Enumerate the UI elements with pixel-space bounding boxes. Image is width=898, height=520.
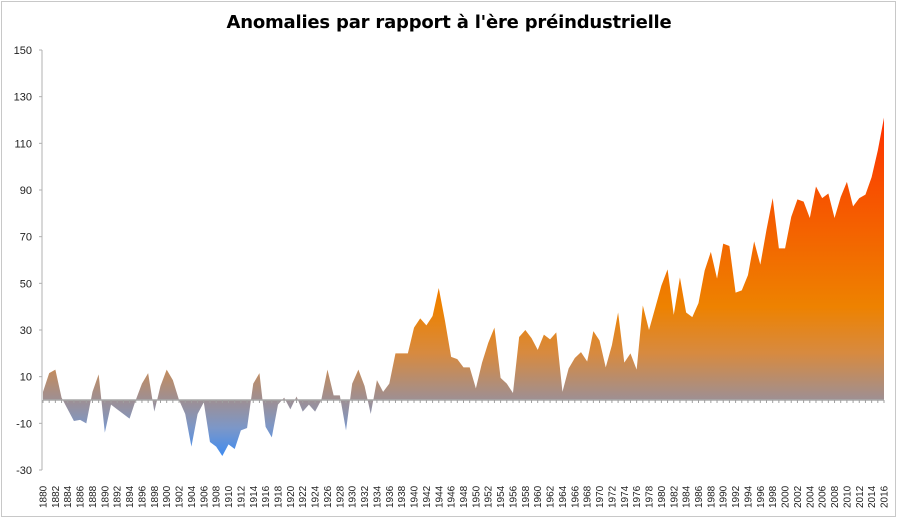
x-tick-label: 1968 bbox=[583, 485, 594, 508]
x-tick-label: 2006 bbox=[818, 485, 829, 508]
x-tick-label: 1904 bbox=[187, 485, 198, 508]
x-tick-label: 1908 bbox=[212, 485, 223, 508]
x-tick-label: 1940 bbox=[410, 485, 421, 508]
x-tick-label: 1912 bbox=[236, 485, 247, 508]
x-tick-label: 1964 bbox=[558, 485, 569, 508]
x-tick-label: 1966 bbox=[570, 485, 581, 508]
y-tick-label: 90 bbox=[20, 185, 32, 197]
x-tick-label: 1920 bbox=[286, 485, 297, 508]
x-tick-label: 1896 bbox=[137, 485, 148, 508]
x-tick-label: 1910 bbox=[224, 485, 235, 508]
x-tick-label: 1984 bbox=[682, 485, 693, 508]
x-tick-label: 1918 bbox=[273, 485, 284, 508]
y-tick-label: 110 bbox=[14, 138, 32, 150]
zero-baseline bbox=[42, 399, 885, 403]
y-tick-label: 150 bbox=[14, 45, 32, 57]
x-tick-label: 1948 bbox=[459, 485, 470, 508]
x-tick-label: 1886 bbox=[76, 485, 87, 508]
x-tick-label: 1916 bbox=[261, 485, 272, 508]
x-tick-label: 1970 bbox=[595, 485, 606, 508]
x-tick-label: 1988 bbox=[706, 485, 717, 508]
x-tick-label: 2002 bbox=[793, 485, 804, 508]
x-tick-label: 1924 bbox=[311, 485, 322, 508]
y-tick-label: 10 bbox=[20, 372, 32, 384]
x-tick-label: 1884 bbox=[63, 485, 74, 508]
x-tick-label: 2012 bbox=[855, 485, 866, 508]
x-tick-label: 1892 bbox=[113, 485, 124, 508]
anomalies-area-series bbox=[43, 117, 884, 457]
x-tick-label: 1974 bbox=[620, 485, 631, 508]
x-tick-label: 1994 bbox=[743, 485, 754, 508]
x-tick-label: 1960 bbox=[533, 485, 544, 508]
y-tick-label: -10 bbox=[16, 418, 32, 430]
x-tick-label: 1938 bbox=[397, 485, 408, 508]
x-tick-label: 1986 bbox=[694, 485, 705, 508]
x-tick-label: 1898 bbox=[150, 485, 161, 508]
x-tick-label: 1976 bbox=[632, 485, 643, 508]
x-tick-label: 2008 bbox=[830, 485, 841, 508]
x-tick-label: 1972 bbox=[607, 485, 618, 508]
x-tick-label: 1946 bbox=[447, 485, 458, 508]
x-tick-label: 1982 bbox=[669, 485, 680, 508]
x-tick-label: 1928 bbox=[335, 485, 346, 508]
x-tick-label: 1944 bbox=[434, 485, 445, 508]
x-tick-label: 1996 bbox=[756, 485, 767, 508]
x-tick-label: 1906 bbox=[199, 485, 210, 508]
x-tick-label: 1926 bbox=[323, 485, 334, 508]
x-tick-label: 1980 bbox=[657, 485, 668, 508]
x-tick-label: 1954 bbox=[496, 485, 507, 508]
x-tick-label: 1882 bbox=[51, 485, 62, 508]
x-tick-label: 1934 bbox=[372, 485, 383, 508]
area-fill bbox=[43, 117, 884, 457]
x-tick-label: 1890 bbox=[100, 485, 111, 508]
x-tick-label: 1902 bbox=[175, 485, 186, 508]
x-tick-label: 1900 bbox=[162, 485, 173, 508]
x-tick-label: 1942 bbox=[422, 485, 433, 508]
x-tick-label: 1914 bbox=[249, 485, 260, 508]
x-tick-label: 2000 bbox=[781, 485, 792, 508]
x-tick-label: 1990 bbox=[719, 485, 730, 508]
x-tick-label: 1956 bbox=[508, 485, 519, 508]
x-axis: 1880 1882 1884 1886 1888 1890 1892 1894 1896 1898… bbox=[39, 485, 891, 508]
x-tick-label: 1922 bbox=[298, 485, 309, 508]
x-tick-label: 1888 bbox=[88, 485, 99, 508]
x-tick-label: 1962 bbox=[546, 485, 557, 508]
x-tick-label: 2016 bbox=[880, 485, 891, 508]
y-tick-label: 70 bbox=[20, 232, 32, 244]
x-tick-label: 1930 bbox=[348, 485, 359, 508]
x-tick-label: 2014 bbox=[867, 485, 878, 508]
y-tick-label: -30 bbox=[16, 465, 32, 477]
x-tick-label: 2010 bbox=[842, 485, 853, 508]
x-tick-label: 1932 bbox=[360, 485, 371, 508]
x-tick-label: 2004 bbox=[805, 485, 816, 508]
y-axis: 150 130 110 90 70 50 30 10 -10 -30 bbox=[14, 45, 43, 477]
y-tick-label: 30 bbox=[20, 325, 32, 337]
x-tick-label: 1978 bbox=[645, 485, 656, 508]
x-tick-label: 1950 bbox=[471, 485, 482, 508]
chart-title: Anomalies par rapport à l'ère préindustr… bbox=[226, 12, 672, 33]
x-tick-label: 1952 bbox=[484, 485, 495, 508]
y-tick-label: 50 bbox=[20, 278, 32, 290]
x-tick-label: 1992 bbox=[731, 485, 742, 508]
x-tick-label: 1936 bbox=[385, 485, 396, 508]
x-tick-label: 1894 bbox=[125, 485, 136, 508]
x-tick-label: 1958 bbox=[521, 485, 532, 508]
y-tick-label: 130 bbox=[14, 92, 32, 104]
x-tick-label: 1998 bbox=[768, 485, 779, 508]
x-tick-label: 1880 bbox=[39, 485, 50, 508]
